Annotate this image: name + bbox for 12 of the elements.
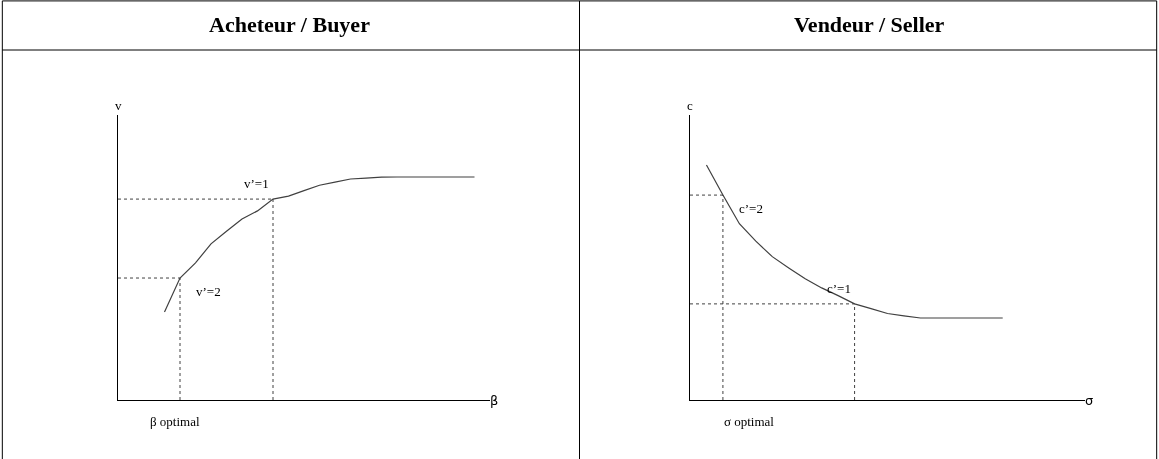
y-axis-title: c [687,98,693,113]
chart-title: Acheteur / Buyer [209,12,371,37]
annotation: c’=1 [827,281,851,296]
x-axis-title: β [490,393,499,408]
annotation: v’=1 [244,176,269,191]
annotation: v’=2 [196,284,221,299]
text: β optimal [150,414,200,429]
y-axis-title: v [115,98,122,113]
x-axis-title: σ [1085,393,1094,408]
annotation: c’=2 [739,201,763,216]
text: σ optimal [724,414,775,429]
chart-title: Vendeur / Seller [794,12,945,37]
